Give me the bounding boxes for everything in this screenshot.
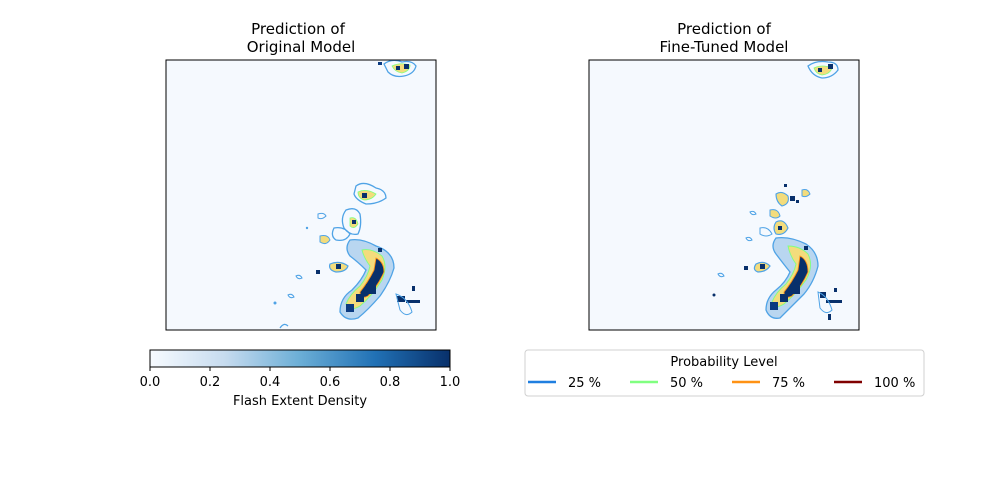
- legend-label: 100 %: [874, 376, 915, 391]
- panel-title-line2: Fine-Tuned Model: [660, 38, 789, 56]
- colorbar-tick-label: 1.0: [440, 375, 461, 390]
- contour-25: [817, 291, 833, 314]
- dense-cell: [804, 246, 808, 250]
- field-layer: [273, 60, 420, 329]
- dense-cell: [356, 294, 364, 302]
- dense-cell: [412, 286, 415, 291]
- legend-title: Probability Level: [670, 355, 777, 370]
- dense-cell: [780, 294, 788, 302]
- dense-cell: [406, 300, 420, 303]
- contour-25: [331, 226, 351, 242]
- contour-25: [287, 293, 295, 299]
- dense-cell: [744, 266, 748, 270]
- panel-finetuned: Prediction of Fine-Tuned Model: [588, 20, 860, 331]
- contour-25: [769, 209, 781, 219]
- dense-cell: [790, 286, 800, 294]
- contour-25: [395, 293, 413, 316]
- plot-frame: [588, 59, 860, 331]
- dense-cell: [790, 196, 795, 201]
- contour-25: [775, 191, 789, 207]
- legend-label: 50 %: [670, 376, 703, 391]
- dense-cell: [826, 300, 842, 303]
- legend-label: 75 %: [772, 376, 805, 391]
- panel-title-line2: Original Model: [247, 38, 356, 56]
- legend-label: 25 %: [568, 376, 601, 391]
- dense-cell: [796, 200, 799, 203]
- dense-cell: [346, 304, 354, 312]
- colorbar-tick-label: 0.0: [140, 375, 161, 390]
- dense-cell: [352, 220, 356, 224]
- dense-cell: [712, 293, 716, 297]
- colorbar-label: Flash Extent Density: [233, 394, 367, 409]
- dense-cell: [828, 314, 831, 320]
- contour-25: [319, 235, 331, 245]
- dense-cell: [818, 68, 822, 72]
- contour-25: [383, 60, 417, 78]
- colorbar-ticks: 0.0 0.2 0.4 0.6 0.8 1.0: [140, 367, 461, 390]
- plot-area: [166, 60, 436, 330]
- colorbar-tick-label: 0.8: [380, 375, 401, 390]
- dense-cell: [770, 302, 778, 310]
- dense-cell: [362, 193, 367, 198]
- contour-25: [807, 60, 839, 79]
- contour-25: [273, 301, 277, 305]
- dense-cell: [404, 64, 409, 69]
- contour-25: [801, 189, 811, 198]
- contour-25: [749, 210, 757, 216]
- dense-cell: [784, 184, 787, 187]
- contour-25: [717, 272, 725, 278]
- colorbar-tick-label: 0.6: [320, 375, 341, 390]
- legend-frame: [524, 349, 925, 397]
- dense-cell: [366, 284, 376, 294]
- panel-title-line1: Prediction of: [251, 20, 345, 38]
- dense-cell: [316, 270, 320, 274]
- field-layer: [712, 60, 842, 320]
- dense-cell: [378, 248, 382, 252]
- contour-25: [353, 182, 387, 205]
- contour-25: [317, 212, 327, 220]
- plot-frame: [165, 59, 437, 331]
- panel-title-line1: Prediction of: [677, 20, 771, 38]
- contour-25: [341, 208, 362, 236]
- colorbar: 0.0 0.2 0.4 0.6 0.8 1.0 Flash Extent Density: [140, 349, 461, 409]
- dense-cell: [828, 64, 833, 69]
- dense-cell: [760, 264, 765, 269]
- contour-25: [759, 227, 773, 237]
- contour-25: [295, 274, 303, 280]
- panel-original: Prediction of Original Model: [165, 20, 437, 331]
- contour-25: [745, 236, 753, 242]
- contour-25: [305, 226, 309, 230]
- plot-area: [589, 60, 859, 330]
- dense-cell: [396, 66, 400, 70]
- legend-entries: 25 % 50 % 75 % 100 %: [528, 376, 915, 391]
- dense-cell: [834, 288, 837, 292]
- colorbar-tick-label: 0.4: [260, 375, 281, 390]
- legend: Probability Level 25 % 50 % 75 % 100 %: [524, 349, 925, 397]
- dense-cell: [397, 296, 405, 302]
- dense-cell: [778, 226, 782, 230]
- dense-cell: [336, 264, 341, 269]
- dense-cell: [378, 62, 382, 65]
- colorbar-gradient: [149, 349, 451, 368]
- contour-25: [279, 323, 289, 329]
- colorbar-tick-label: 0.2: [200, 375, 221, 390]
